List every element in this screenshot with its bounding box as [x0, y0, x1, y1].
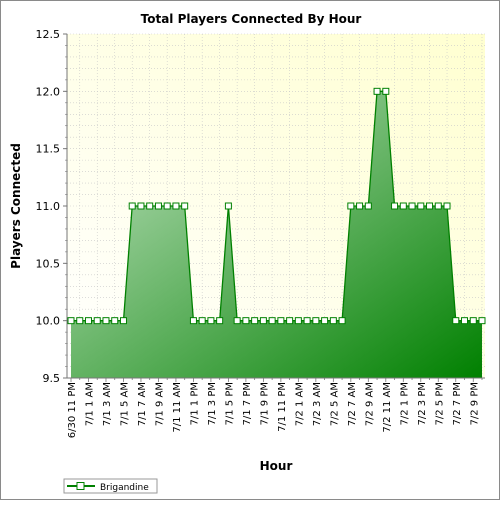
y-ticks: 9.5 10.0 10.5 11.0 11.5 12.0 12.5 — [36, 28, 67, 385]
y-tick-label: 10.0 — [36, 315, 61, 328]
x-tick-label: 7/2 7 AM — [347, 382, 358, 426]
data-point — [312, 317, 320, 325]
data-point — [356, 202, 364, 210]
data-point — [373, 87, 381, 95]
x-tick-label: 7/1 7 AM — [137, 382, 148, 426]
series-area-brigandine — [71, 91, 482, 378]
series-points — [67, 87, 486, 325]
data-point — [119, 317, 127, 325]
x-tick-label: 7/2 3 PM — [417, 382, 428, 425]
legend-swatch-marker — [76, 482, 85, 490]
data-point — [399, 202, 407, 210]
data-point — [216, 317, 224, 325]
data-point — [452, 317, 460, 325]
data-point — [443, 202, 451, 210]
data-point — [207, 317, 215, 325]
x-tick-label: 7/2 11 AM — [382, 382, 393, 433]
data-point — [338, 317, 346, 325]
data-point — [294, 317, 302, 325]
x-tick-label: 7/1 3 AM — [102, 382, 113, 426]
y-tick-label: 10.5 — [36, 257, 61, 270]
data-point — [259, 317, 267, 325]
data-point — [417, 202, 425, 210]
legend-label-brigandine: Brigandine — [100, 483, 149, 493]
data-point — [224, 202, 232, 210]
data-point — [382, 87, 390, 95]
x-tick-label: 7/1 3 PM — [207, 382, 218, 425]
x-tick-label: 7/2 1 AM — [294, 382, 305, 426]
y-tick-label: 11.5 — [36, 143, 61, 156]
data-point — [303, 317, 311, 325]
x-tick-label: 7/1 5 AM — [119, 382, 130, 426]
data-point — [321, 317, 329, 325]
data-point — [277, 317, 285, 325]
x-tick-label: 7/2 1 PM — [399, 382, 410, 425]
x-tick-label: 7/1 1 AM — [84, 382, 95, 426]
y-tick-label: 11.0 — [36, 200, 61, 213]
data-point — [286, 317, 294, 325]
data-point — [189, 317, 197, 325]
chart-title: Total Players Connected By Hour — [141, 12, 362, 26]
data-point — [251, 317, 259, 325]
data-point — [102, 317, 110, 325]
x-tick-label: 7/1 11 PM — [277, 382, 288, 432]
x-tick-label: 7/2 5 PM — [434, 382, 445, 425]
x-tick-label: 7/2 7 PM — [452, 382, 463, 425]
data-point — [233, 317, 241, 325]
y-tick-label: 9.5 — [43, 372, 61, 385]
data-point — [111, 317, 119, 325]
x-tick-label: 7/2 9 PM — [469, 382, 480, 425]
data-point — [146, 202, 154, 210]
y-tick-label: 12.0 — [36, 85, 61, 98]
data-point — [67, 317, 75, 325]
legend: Brigandine — [63, 478, 158, 494]
data-point — [172, 202, 180, 210]
x-tick-label: 7/1 5 PM — [224, 382, 235, 425]
data-point — [163, 202, 171, 210]
data-point — [154, 202, 162, 210]
data-point — [408, 202, 416, 210]
data-point — [469, 317, 477, 325]
x-tick-label: 7/2 3 AM — [312, 382, 323, 426]
data-point — [242, 317, 250, 325]
x-tick-label: 7/1 9 AM — [154, 382, 165, 426]
x-tick-label: 7/1 9 PM — [259, 382, 270, 425]
data-point — [347, 202, 355, 210]
x-tick-label: 7/1 7 PM — [242, 382, 253, 425]
data-point — [391, 202, 399, 210]
legend-box — [63, 478, 158, 494]
x-tick-label: 7/1 11 AM — [172, 382, 183, 433]
data-point — [461, 317, 469, 325]
x-tick-label: 7/2 5 AM — [329, 382, 340, 426]
data-point — [76, 317, 84, 325]
data-point — [268, 317, 276, 325]
data-point — [198, 317, 206, 325]
x-axis-label: Hour — [260, 459, 293, 473]
x-ticks: 6/30 11 PM 7/1 1 AM 7/1 3 AM 7/1 5 AM 7/1 7 … — [67, 378, 483, 438]
data-point — [426, 202, 434, 210]
y-axis-label: Players Connected — [9, 143, 23, 269]
x-tick-label: 6/30 11 PM — [67, 382, 78, 438]
data-point — [84, 317, 92, 325]
data-point — [128, 202, 136, 210]
y-tick-label: 12.5 — [36, 28, 61, 41]
data-point — [478, 317, 486, 325]
data-point — [364, 202, 372, 210]
data-point — [137, 202, 145, 210]
data-point — [181, 202, 189, 210]
data-point — [329, 317, 337, 325]
x-tick-label: 7/1 1 PM — [189, 382, 200, 425]
data-point — [434, 202, 442, 210]
data-point — [93, 317, 101, 325]
x-tick-label: 7/2 9 AM — [364, 382, 375, 426]
